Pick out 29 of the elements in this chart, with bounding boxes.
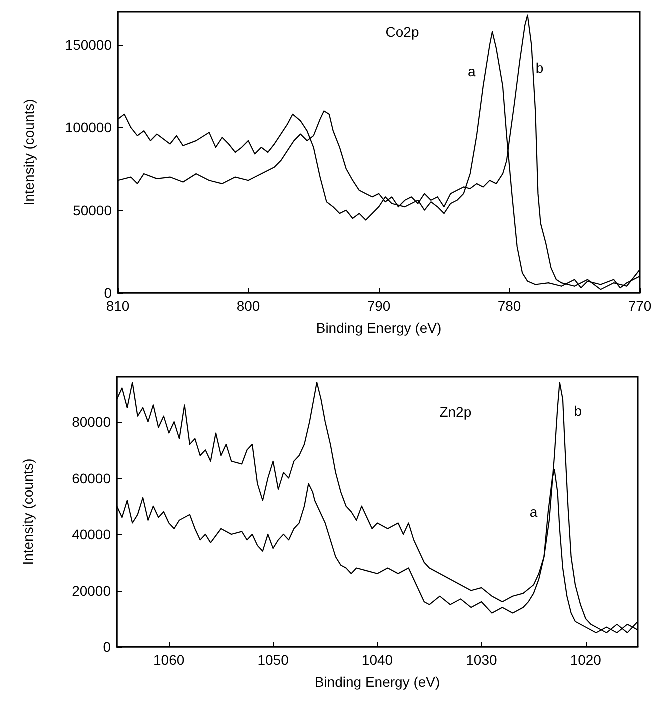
x-tick-label: 1030 bbox=[466, 652, 498, 668]
y-tick-label: 0 bbox=[104, 285, 112, 301]
annotation: a bbox=[530, 504, 538, 520]
x-axis-title: Binding Energy (eV) bbox=[314, 674, 440, 690]
x-tick-label: 790 bbox=[367, 298, 391, 314]
x-tick-label: 800 bbox=[236, 298, 260, 314]
x-tick-label: 1060 bbox=[154, 652, 185, 668]
annotation: Zn2p bbox=[440, 404, 472, 420]
y-tick-label: 60000 bbox=[72, 470, 112, 486]
annotation: b bbox=[574, 403, 582, 420]
x-tick-label: 770 bbox=[628, 298, 652, 314]
y-tick-label: 0 bbox=[103, 639, 112, 655]
y-tick-label: 150000 bbox=[65, 37, 112, 54]
y-axis-title: Intensity (counts) bbox=[21, 99, 37, 206]
x-axis-title: Binding Energy (eV) bbox=[316, 320, 442, 336]
y-tick-label: 80000 bbox=[72, 414, 112, 430]
y-axis-title: Intensity (counts) bbox=[20, 458, 36, 566]
annotation: a bbox=[468, 64, 476, 80]
x-tick-label: 810 bbox=[106, 298, 130, 314]
y-tick-label: 20000 bbox=[72, 582, 112, 599]
x-tick-label: 1020 bbox=[570, 652, 602, 668]
y-tick-label: 50000 bbox=[73, 202, 112, 218]
annotation: Co2p bbox=[386, 24, 420, 40]
annotation: b bbox=[536, 60, 544, 76]
x-tick-label: 780 bbox=[498, 298, 522, 314]
y-tick-label: 40000 bbox=[72, 526, 112, 542]
x-tick-label: 1050 bbox=[258, 652, 290, 668]
y-tick-label: 100000 bbox=[65, 120, 112, 136]
x-tick-label: 1040 bbox=[362, 652, 394, 668]
